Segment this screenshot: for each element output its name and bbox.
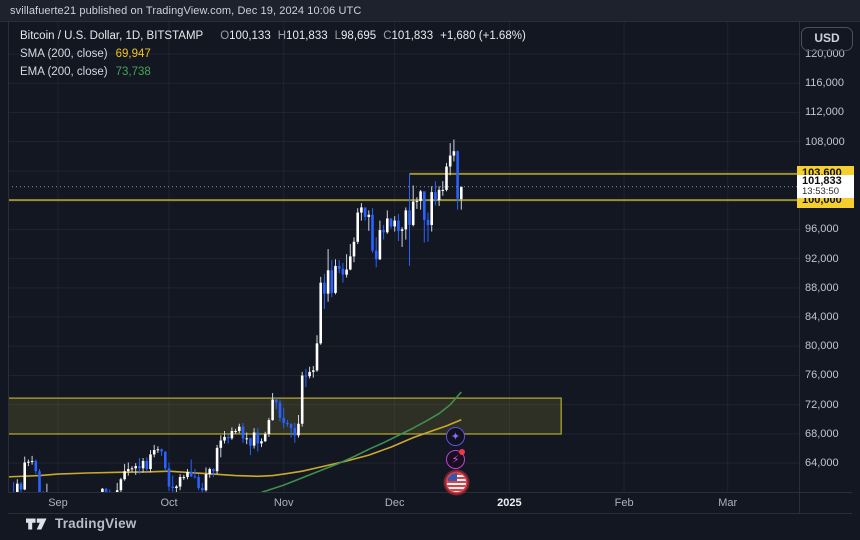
price-tick: 92,000 [805, 252, 839, 265]
sparkle-event-icon[interactable]: ✦ [446, 427, 465, 446]
footer-brand[interactable]: TradingView [26, 516, 136, 531]
price-tick: 84,000 [805, 311, 839, 324]
time-tick-2025: 2025 [497, 497, 522, 509]
sparkle-glyph: ✦ [450, 431, 461, 443]
time-tick-Nov: Nov [273, 497, 294, 509]
price-tick: 108,000 [805, 135, 845, 148]
price-tick: 68,000 [805, 427, 839, 440]
pane-left-border [8, 22, 9, 492]
price-tick: 112,000 [805, 106, 844, 119]
open-label: O [220, 30, 230, 42]
ema-value: 73,738 [115, 66, 151, 78]
lightning-event-icon[interactable]: ⚡ [446, 449, 465, 469]
legend-ema-row[interactable]: EMA (200, close) 73,738 [20, 63, 526, 81]
high-value: 101,833 [286, 30, 328, 42]
low-value: 98,695 [341, 30, 377, 42]
price-chart-canvas[interactable] [8, 22, 799, 492]
currency-toggle-button[interactable]: USD [801, 27, 853, 51]
tradingview-brand-text: TradingView [55, 516, 137, 531]
open-value: 100,133 [229, 30, 271, 42]
last-price-label: 101,833 13:53:50 [797, 174, 854, 198]
high-label: H [277, 30, 287, 42]
price-axis-separator [799, 22, 800, 513]
attribution-text: svillafuerte21 published on TradingView.… [10, 5, 362, 17]
time-tick-Sep: Sep [48, 497, 68, 509]
notification-dot [459, 449, 465, 455]
price-tick: 76,000 [805, 369, 839, 382]
legend-symbol-row[interactable]: Bitcoin / U.S. Dollar, 1D, BITSTAMP O100,… [20, 27, 526, 45]
us-flag-event-icon[interactable] [447, 473, 466, 492]
price-tick: 72,000 [805, 398, 839, 411]
time-axis-separator [8, 492, 852, 493]
ema-label: EMA (200, close) [20, 66, 108, 78]
time-tick-Dec: Dec [384, 497, 405, 509]
time-tick-Mar: Mar [718, 497, 738, 509]
change-value: +1,680 (+1.68%) [440, 30, 526, 42]
price-tick: 116,000 [805, 77, 844, 90]
flag-canton [447, 473, 457, 481]
price-tick: 64,000 [805, 457, 839, 470]
price-tick: 88,000 [805, 281, 839, 294]
close-value: 101,833 [391, 30, 434, 42]
time-tick-Oct: Oct [160, 497, 178, 509]
low-label: L [334, 30, 342, 42]
attribution-bar: svillafuerte21 published on TradingView.… [0, 0, 860, 22]
sma-value: 69,947 [115, 48, 151, 60]
close-label: C [383, 30, 392, 42]
lightning-glyph: ⚡ [451, 454, 460, 466]
time-axis[interactable]: Sep Oct Nov Dec 2025 Feb Mar [8, 492, 799, 513]
last-price-value: 101,833 [802, 174, 842, 187]
price-axis[interactable]: 120,000116,000112,000108,000104,000100,0… [797, 22, 860, 492]
price-tick: 96,000 [805, 223, 839, 236]
price-tick: 120,000 [805, 48, 845, 60]
sma-label: SMA (200, close) [20, 48, 108, 60]
tradingview-logo-icon [26, 518, 47, 529]
time-axis-bottom-border [8, 513, 852, 514]
legend-sma-row[interactable]: SMA (200, close) 69,947 [20, 45, 526, 63]
chart-legend: Bitcoin / U.S. Dollar, 1D, BITSTAMP O100,… [20, 27, 526, 81]
price-tick: 80,000 [805, 340, 839, 353]
time-tick-Feb: Feb [614, 497, 634, 509]
bar-countdown: 13:53:50 [802, 185, 839, 197]
symbol-title: Bitcoin / U.S. Dollar, 1D, BITSTAMP [20, 30, 204, 42]
